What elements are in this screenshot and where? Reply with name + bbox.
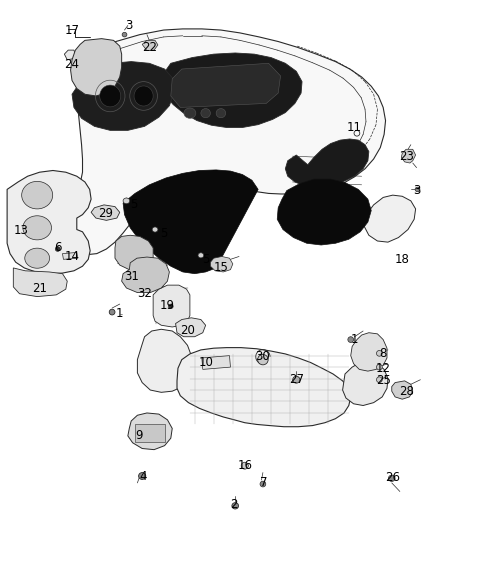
Ellipse shape <box>216 109 226 118</box>
Text: 1: 1 <box>351 333 358 346</box>
Ellipse shape <box>123 198 130 204</box>
Ellipse shape <box>293 376 300 383</box>
Text: 24: 24 <box>64 58 80 71</box>
Text: 31: 31 <box>124 270 139 283</box>
Ellipse shape <box>376 377 382 382</box>
Polygon shape <box>115 235 153 270</box>
Polygon shape <box>128 413 172 450</box>
Text: 1: 1 <box>116 307 123 320</box>
Text: 7: 7 <box>260 476 268 490</box>
Polygon shape <box>161 53 302 127</box>
Text: 15: 15 <box>214 262 228 274</box>
Text: 4: 4 <box>140 469 147 483</box>
Ellipse shape <box>260 481 266 487</box>
Polygon shape <box>91 205 120 221</box>
Polygon shape <box>7 170 91 274</box>
Ellipse shape <box>25 248 49 268</box>
Polygon shape <box>135 425 165 442</box>
Polygon shape <box>121 257 169 293</box>
Ellipse shape <box>388 475 395 482</box>
Text: 6: 6 <box>54 241 61 255</box>
Text: 21: 21 <box>32 282 47 294</box>
Ellipse shape <box>376 350 382 356</box>
Ellipse shape <box>23 216 51 240</box>
Ellipse shape <box>198 253 204 258</box>
Ellipse shape <box>100 85 120 107</box>
Text: 17: 17 <box>64 24 80 36</box>
Polygon shape <box>177 347 351 427</box>
Text: 3: 3 <box>126 19 133 32</box>
Text: 9: 9 <box>135 429 143 442</box>
Ellipse shape <box>55 247 60 251</box>
Text: 16: 16 <box>237 459 252 472</box>
Ellipse shape <box>241 463 248 469</box>
Polygon shape <box>13 268 67 297</box>
Text: 12: 12 <box>376 362 391 375</box>
Polygon shape <box>142 40 158 51</box>
Text: 28: 28 <box>398 385 413 397</box>
Polygon shape <box>171 63 281 108</box>
Text: 19: 19 <box>160 299 175 312</box>
Text: 26: 26 <box>385 471 400 484</box>
Polygon shape <box>71 39 121 96</box>
Text: 2: 2 <box>230 498 238 511</box>
Text: 20: 20 <box>180 324 195 338</box>
Polygon shape <box>176 318 205 337</box>
Text: 14: 14 <box>64 250 80 263</box>
Ellipse shape <box>258 354 268 365</box>
Ellipse shape <box>139 472 146 479</box>
Polygon shape <box>137 329 192 392</box>
Text: 30: 30 <box>255 350 270 363</box>
Polygon shape <box>392 381 413 399</box>
Polygon shape <box>351 333 387 371</box>
Ellipse shape <box>122 32 127 37</box>
Text: 32: 32 <box>137 287 152 300</box>
Polygon shape <box>343 361 388 406</box>
Polygon shape <box>153 285 190 327</box>
Ellipse shape <box>232 503 239 509</box>
Polygon shape <box>62 252 78 259</box>
Polygon shape <box>202 355 230 369</box>
Text: 13: 13 <box>14 224 29 237</box>
Text: 18: 18 <box>395 253 410 266</box>
Ellipse shape <box>415 187 420 192</box>
Ellipse shape <box>152 227 158 232</box>
Polygon shape <box>210 256 233 272</box>
Polygon shape <box>364 195 416 242</box>
Polygon shape <box>64 50 75 60</box>
Ellipse shape <box>22 181 53 209</box>
Text: 27: 27 <box>289 373 304 386</box>
Polygon shape <box>401 149 416 163</box>
Polygon shape <box>60 29 385 255</box>
Text: 5: 5 <box>160 227 168 240</box>
Polygon shape <box>277 179 371 245</box>
Text: 22: 22 <box>142 41 157 54</box>
Text: 5: 5 <box>202 253 209 266</box>
Polygon shape <box>123 170 258 274</box>
Text: 23: 23 <box>399 150 414 162</box>
Text: 11: 11 <box>347 121 362 134</box>
Polygon shape <box>285 139 369 188</box>
Ellipse shape <box>109 309 115 315</box>
Polygon shape <box>72 62 174 130</box>
Ellipse shape <box>348 337 354 343</box>
Ellipse shape <box>168 304 173 309</box>
Text: 29: 29 <box>98 207 113 220</box>
Ellipse shape <box>134 86 153 106</box>
Ellipse shape <box>376 364 382 370</box>
Ellipse shape <box>184 108 196 118</box>
Text: 10: 10 <box>199 356 214 369</box>
Text: 8: 8 <box>380 347 387 361</box>
Ellipse shape <box>201 109 210 118</box>
Text: 5: 5 <box>131 198 138 211</box>
Text: 25: 25 <box>376 374 391 388</box>
Text: 3: 3 <box>413 184 420 197</box>
